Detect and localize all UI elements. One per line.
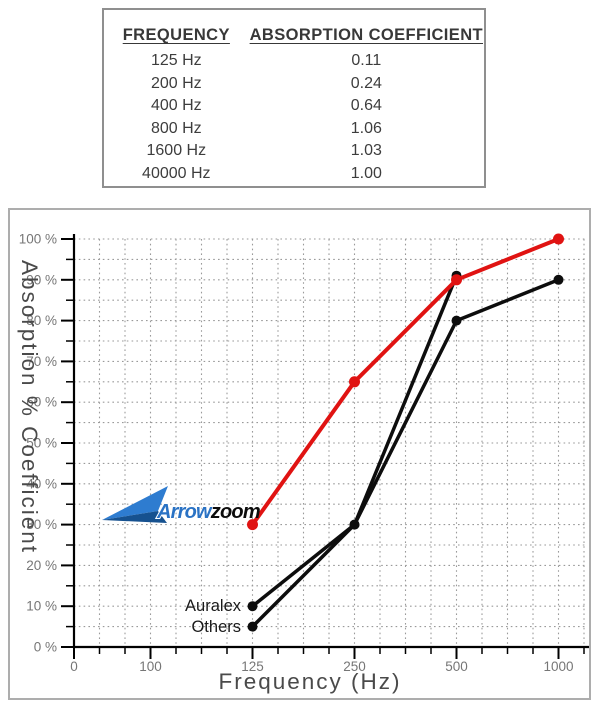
- coefficient-column-header: ABSORPTION COEFFICIENT: [249, 26, 483, 44]
- y-tick-label: 80 %: [26, 313, 57, 328]
- series-layer: [247, 233, 564, 632]
- x-tick-label: 250: [343, 659, 366, 674]
- y-tick-label: 30 %: [26, 517, 57, 532]
- data-point-arrowzoom: [349, 376, 360, 388]
- chart-canvas: 0 % 10 % 20 % 30 % 40 % 50 % 60 % 70 % 80 % 90 % 1…: [17, 232, 589, 694]
- frequency-cell: 125 Hz: [150, 52, 202, 69]
- tick-label-layer: 0 % 10 % 20 % 30 % 40 % 50 % 60 % 70 % 80 % 90 % 1…: [19, 232, 574, 675]
- table-row: 125 Hz 0.11: [104, 50, 484, 73]
- frequency-cell: 1600 Hz: [146, 142, 207, 159]
- data-point-others: [553, 274, 564, 285]
- y-tick-label: 0 %: [34, 640, 57, 655]
- logo-arrow-fin-icon: [102, 511, 167, 523]
- x-tick-label: 125: [241, 659, 264, 674]
- table-row: 1600 Hz 1.03: [104, 140, 484, 163]
- frequency-cell: 200 Hz: [150, 74, 202, 92]
- y-tick-label: 40 %: [26, 476, 57, 491]
- data-point-arrowzoom: [451, 274, 462, 286]
- data-point-others: [349, 519, 360, 530]
- logo-text-blue: Arrow: [156, 501, 213, 523]
- data-point-auralex: [247, 601, 258, 612]
- frequency-cell: 800 Hz: [150, 119, 202, 137]
- tick-layer: [61, 238, 585, 659]
- coefficient-cell: 0.64: [350, 97, 382, 114]
- series-line-arrowzoom: [250, 237, 561, 527]
- y-tick-label: 70 %: [26, 354, 57, 369]
- y-tick-label: 100 %: [19, 232, 57, 247]
- y-tick-label: 90 %: [26, 272, 57, 287]
- frequency-cell: 400 Hz: [150, 97, 202, 114]
- y-tick-label: 20 %: [26, 558, 57, 573]
- others-series-label: Others: [191, 618, 241, 636]
- logo-text-black: zoom: [210, 501, 260, 523]
- data-point-arrowzoom: [247, 519, 258, 531]
- x-axis-title: Frequency (Hz): [218, 669, 401, 694]
- absorption-table-box: FREQUENCY ABSORPTION COEFFICIENT 125 Hz 0…: [102, 8, 486, 188]
- y-tick-label: 10 %: [26, 599, 57, 614]
- x-tick-label: 1000: [543, 659, 573, 674]
- table-header-row: FREQUENCY ABSORPTION COEFFICIENT: [104, 25, 484, 50]
- frequency-column-header: FREQUENCY: [122, 26, 230, 44]
- x-tick-label: 500: [445, 659, 468, 674]
- logo-wordmark: Arrowzoom: [156, 501, 260, 523]
- y-axis-title: Absorption % Coefficient: [17, 260, 42, 554]
- table-row: 400 Hz 0.64: [104, 95, 484, 118]
- table-row: 200 Hz 0.24: [104, 73, 484, 96]
- y-tick-label: 50 %: [26, 436, 57, 451]
- auralex-series-label: Auralex: [185, 597, 242, 615]
- data-point-arrowzoom: [553, 233, 564, 245]
- table-row: 40000 Hz 1.00: [104, 163, 484, 186]
- logo-arrow-icon: [102, 486, 168, 520]
- absorption-table: FREQUENCY ABSORPTION COEFFICIENT 125 Hz 0…: [104, 25, 484, 185]
- table-row: 800 Hz 1.06: [104, 118, 484, 141]
- coefficient-cell: 0.11: [351, 52, 382, 69]
- arrowzoom-logo: Arrowzoom: [102, 486, 261, 524]
- coefficient-cell: 1.06: [350, 119, 382, 137]
- data-point-others: [247, 621, 258, 632]
- series-line-others: [250, 278, 561, 629]
- y-tick-label: 60 %: [26, 395, 57, 410]
- data-point-others: [451, 315, 462, 326]
- coefficient-cell: 0.24: [350, 74, 382, 92]
- absorption-chart: 0 % 10 % 20 % 30 % 40 % 50 % 60 % 70 % 80 % 90 % 1…: [8, 208, 591, 700]
- frequency-cell: 40000 Hz: [142, 164, 211, 182]
- coefficient-cell: 1.00: [350, 164, 382, 182]
- x-tick-label: 100: [139, 659, 162, 674]
- x-tick-label: 0: [70, 659, 78, 674]
- coefficient-cell: 1.03: [350, 142, 382, 159]
